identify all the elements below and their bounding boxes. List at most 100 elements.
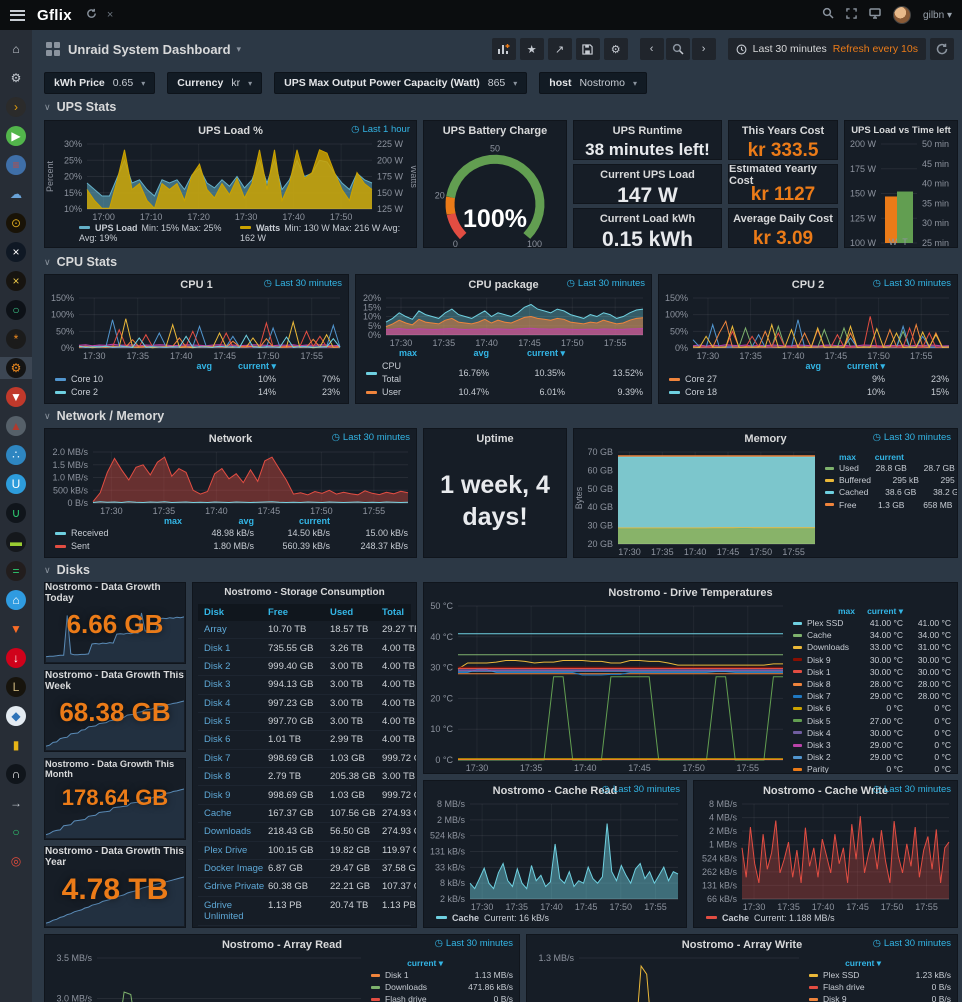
network-chart[interactable]: 0 B/s 500 kB/s 1.0 MB/s 1.5 MB/s 2.0 MB/s 17:… (45, 447, 416, 516)
app-icon-sushi[interactable]: ▬ (0, 531, 32, 553)
app-icon-water-drop[interactable]: ◆ (0, 705, 32, 727)
legend-item[interactable]: Disk 2 29.00 °C 0 °C (793, 751, 951, 763)
app-icon-home-assistant[interactable]: ⌂ (0, 589, 32, 611)
legend-item[interactable]: Cache 34.00 °C 34.00 °C (793, 629, 951, 641)
save-button[interactable] (575, 38, 600, 60)
section-ups-stats[interactable]: ∨ UPS Stats (44, 100, 117, 114)
legend-item[interactable]: Downloads 471.86 kB/s (371, 981, 513, 993)
legend-item[interactable]: Core 2 14% 23% (55, 386, 340, 399)
drive-temps-chart[interactable]: 0 °C 10 °C 20 °C 30 °C 40 °C 50 °C 17:30 17:35 1… (424, 601, 791, 773)
app-icon-lazy[interactable]: L (0, 676, 32, 698)
legend-item[interactable]: Sent 1.80 MB/s 560.39 kB/s 248.37 kB/s (55, 540, 408, 553)
section-disks[interactable]: ∨ Disks (44, 563, 90, 577)
legend-item[interactable]: Disk 8 28.00 °C 28.00 °C (793, 678, 951, 690)
variable-chip[interactable]: kWh Price 0.65 ▾ (44, 72, 156, 94)
gear-icon[interactable]: ⚙ (10, 71, 22, 85)
section-cpu-stats[interactable]: ∨ CPU Stats (44, 255, 118, 269)
legend-item[interactable]: Disk 1 1.13 MB/s (371, 969, 513, 981)
time-range-badge[interactable]: ◷ Last 30 minutes (601, 784, 680, 795)
app-icon-green-u[interactable]: ∪ (0, 502, 32, 524)
legend-item[interactable]: Flash drive 0 B/s (371, 993, 513, 1002)
section-network-memory[interactable]: ∨ Network / Memory (44, 409, 165, 423)
ups-battery-gauge[interactable]: 0 20 50 100 100% (424, 140, 566, 247)
cache-write-chart[interactable]: 66 kB/s 131 kB/s 262 kB/s 524 kB/s 1 MB/s 2 M… (694, 799, 957, 912)
legend-item[interactable]: User 10.47% 6.01% 9.39% (366, 386, 643, 399)
legend-item[interactable]: Core 10 10% 70% (55, 373, 340, 386)
legend-item[interactable]: Free 1.3 GB 658 MB (825, 499, 952, 511)
app-icon-node-orange[interactable]: * (0, 328, 32, 350)
sign-out-icon[interactable]: → (10, 796, 22, 810)
legend-item[interactable]: Disk 9 30.00 °C 30.00 °C (793, 654, 951, 666)
app-icon-x-yellow[interactable]: × (0, 270, 32, 292)
time-range-picker[interactable]: Last 30 minutes Refresh every 10s (727, 38, 926, 60)
legend-item[interactable]: CPU Total 16.76% 10.35% 13.52% (366, 360, 643, 386)
search-icon[interactable] (822, 6, 834, 24)
time-range-badge[interactable]: ◷ Last 30 minutes (331, 432, 410, 443)
app-icon-github-green[interactable]: ○ (12, 825, 20, 839)
legend-item[interactable]: Disk 5 27.00 °C 0 °C (793, 715, 951, 727)
refresh-icon[interactable] (86, 8, 97, 22)
kiosk-mode-icon[interactable] (846, 6, 857, 24)
array-write-chart[interactable]: 1.0 MB/s1.3 MB/s (527, 953, 807, 1002)
app-icon-gray-red[interactable]: ▲ (0, 415, 32, 437)
legend-item[interactable]: Received 48.98 kB/s 14.50 kB/s 15.00 kB/s (55, 527, 408, 540)
monitor-icon[interactable] (869, 6, 881, 24)
app-icon-red-ring[interactable]: ◎ (10, 854, 22, 868)
app-icon-search-yellow[interactable]: ⊙ (0, 212, 32, 234)
star-button[interactable]: ★ (519, 38, 544, 60)
time-range-badge[interactable]: ◷ Last 30 minutes (872, 938, 951, 949)
settings-button[interactable]: ⚙ (603, 38, 628, 60)
column-header[interactable]: Disk (204, 607, 225, 618)
legend-item[interactable]: Downloads 33.00 °C 31.00 °C (793, 641, 951, 653)
avatar[interactable] (893, 6, 912, 24)
column-header[interactable]: Used (330, 607, 354, 618)
time-range-badge[interactable]: ◷ Last 30 minutes (872, 432, 951, 443)
app-icon-jacket[interactable]: ∩ (0, 763, 32, 785)
user-menu[interactable]: gilbn ▾ (923, 9, 952, 21)
share-button[interactable]: ↗ (547, 38, 572, 60)
refresh-dashboard-button[interactable] (930, 38, 954, 60)
app-icon-gitlab[interactable]: ▼ (10, 622, 22, 636)
legend-item[interactable]: Plex SSD 41.00 °C 41.00 °C (793, 617, 951, 629)
dashboard-title[interactable]: Unraid System Dashboard (68, 41, 231, 57)
legend-item[interactable]: Plex SSD 1.23 kB/s (809, 969, 951, 981)
app-icon-shield-red[interactable]: ▼ (0, 386, 32, 408)
app-icon-sub-yellow[interactable]: ▮ (12, 738, 20, 752)
time-range-badge[interactable]: ◷ Last 30 minutes (872, 278, 951, 289)
time-back-button[interactable]: ‹ (639, 38, 664, 60)
time-range-badge[interactable]: ◷ Last 30 minutes (872, 784, 951, 795)
time-range-badge[interactable]: ◷ Last 30 minutes (434, 938, 513, 949)
legend-item[interactable]: Disk 7 29.00 °C 28.00 °C (793, 690, 951, 702)
legend-item[interactable]: Parity 0 °C 0 °C (793, 763, 951, 773)
app-icon-ubiquiti[interactable]: U (0, 473, 32, 495)
cache-write-legend[interactable]: Cache Current: 1.188 MB/s (694, 912, 957, 927)
ups-bars-chart[interactable]: 100 W 125 W 150 W 175 W 200 W 25 min 30 min 35 … (845, 139, 957, 247)
app-icon-x-white[interactable]: × (0, 241, 32, 263)
app-icon-download-red[interactable]: ↓ (0, 647, 32, 669)
time-forward-button[interactable]: › (691, 38, 716, 60)
array-read-chart[interactable]: 2.5 MB/s3.0 MB/s3.5 MB/s (45, 953, 369, 1002)
app-icon-blue-dots[interactable]: ∴ (0, 444, 32, 466)
app-icon-gear-orange[interactable]: ⚙ (0, 357, 32, 379)
cache-read-legend[interactable]: Cache Current: 16 kB/s (424, 912, 686, 927)
ups-load-chart[interactable]: 10% 15% 20% 25% 30% 125 W 150 W 175 W 200 W 225 W… (45, 139, 416, 222)
legend-item[interactable]: Disk 1 30.00 °C 30.00 °C (793, 666, 951, 678)
cpu1-chart[interactable]: 0% 50% 100% 150% 17:30 17:35 17:40 17:45 17:50 17… (45, 293, 348, 361)
cpu2-chart[interactable]: 0% 50% 100% 150% 17:30 17:35 17:40 17:45 17:50 17… (659, 293, 957, 361)
add-panel-button[interactable] (491, 38, 516, 60)
zoom-out-button[interactable] (665, 38, 690, 60)
legend-item[interactable]: Used 28.8 GB 28.7 GB (825, 462, 955, 474)
legend-item[interactable]: Core 18 10% 15% (669, 386, 949, 399)
legend-item[interactable]: Disk 3 29.00 °C 0 °C (793, 739, 951, 751)
close-icon[interactable]: × (106, 9, 114, 21)
legend-item[interactable]: Watts Min: 130 W Max: 216 W Avg: 162 W (240, 223, 401, 243)
time-range-badge[interactable]: ◷ Last 30 minutes (263, 278, 342, 289)
app-icon-media-blue[interactable]: ≡ (0, 154, 32, 176)
legend-item[interactable]: UPS Load Min: 15% Max: 25% Avg: 19% (79, 223, 222, 243)
time-range-badge[interactable]: ◷ Last 30 minutes (566, 278, 645, 289)
legend-item[interactable]: Flash drive 0 B/s (809, 981, 951, 993)
